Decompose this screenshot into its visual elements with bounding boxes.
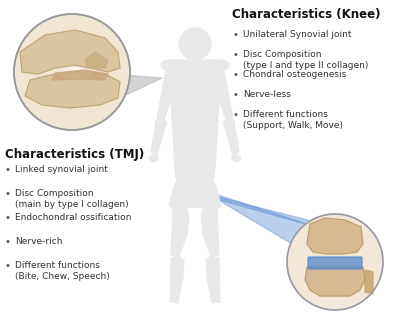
Polygon shape <box>201 205 219 257</box>
Text: •: • <box>5 189 11 199</box>
Polygon shape <box>25 72 120 108</box>
Ellipse shape <box>232 155 240 161</box>
Polygon shape <box>170 256 184 303</box>
Polygon shape <box>171 205 189 257</box>
Text: Linked synovial joint: Linked synovial joint <box>15 165 108 174</box>
Text: •: • <box>233 50 239 60</box>
Polygon shape <box>365 270 373 294</box>
Polygon shape <box>202 195 321 228</box>
Circle shape <box>287 214 383 310</box>
Ellipse shape <box>213 60 229 70</box>
Text: •: • <box>5 261 11 271</box>
Polygon shape <box>206 256 220 303</box>
Text: Nerve-rich: Nerve-rich <box>15 237 62 246</box>
Polygon shape <box>107 75 162 104</box>
Text: Unilateral Synovial joint: Unilateral Synovial joint <box>243 30 352 39</box>
Polygon shape <box>305 267 365 296</box>
Text: Different functions
(Bite, Chew, Speech): Different functions (Bite, Chew, Speech) <box>15 261 110 282</box>
Circle shape <box>14 14 130 130</box>
Text: Different functions
(Support, Walk, Move): Different functions (Support, Walk, Move… <box>243 110 343 131</box>
Text: •: • <box>5 165 11 175</box>
Text: •: • <box>233 90 239 100</box>
Circle shape <box>287 214 383 310</box>
Text: •: • <box>233 70 239 80</box>
Text: Characteristics (Knee): Characteristics (Knee) <box>232 8 380 21</box>
Text: •: • <box>5 213 11 223</box>
Polygon shape <box>213 63 233 122</box>
Text: Nerve-less: Nerve-less <box>243 90 291 99</box>
Text: •: • <box>233 110 239 120</box>
Ellipse shape <box>161 60 177 70</box>
Polygon shape <box>169 183 221 210</box>
Text: •: • <box>5 237 11 247</box>
FancyBboxPatch shape <box>308 257 362 269</box>
Circle shape <box>14 14 130 130</box>
Polygon shape <box>223 118 239 155</box>
Polygon shape <box>52 70 108 80</box>
Polygon shape <box>210 195 359 252</box>
Polygon shape <box>171 60 219 185</box>
Polygon shape <box>157 63 177 122</box>
Polygon shape <box>190 60 200 70</box>
Text: Disc Composition
(main by type I collagen): Disc Composition (main by type I collage… <box>15 189 129 210</box>
Text: Endochondral ossification: Endochondral ossification <box>15 213 131 222</box>
Ellipse shape <box>150 155 158 161</box>
Polygon shape <box>307 218 363 254</box>
Circle shape <box>179 28 211 60</box>
Text: Chondral osteogenesis: Chondral osteogenesis <box>243 70 346 79</box>
Polygon shape <box>151 118 167 155</box>
Text: Characteristics (TMJ): Characteristics (TMJ) <box>5 148 144 161</box>
Text: •: • <box>233 30 239 40</box>
Text: Disc Composition
(type I and type II collagen): Disc Composition (type I and type II col… <box>243 50 368 70</box>
Polygon shape <box>85 52 108 68</box>
Polygon shape <box>20 30 120 74</box>
Ellipse shape <box>60 68 90 78</box>
